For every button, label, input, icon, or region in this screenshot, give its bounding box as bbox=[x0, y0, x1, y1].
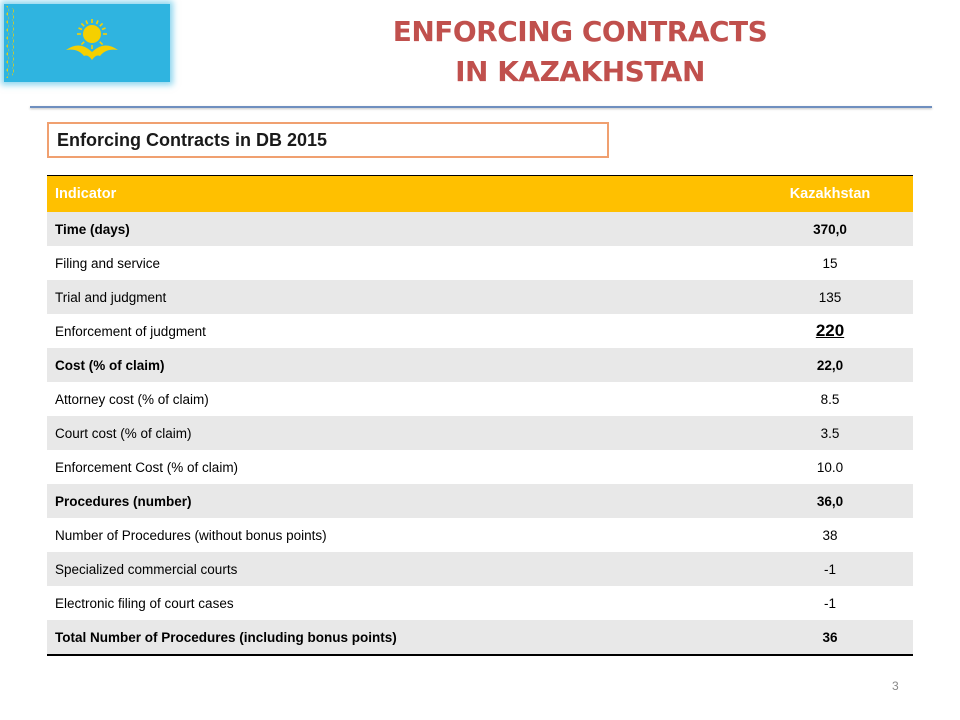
table-row: Trial and judgment 135 bbox=[47, 280, 913, 314]
value-cell: -1 bbox=[747, 552, 913, 586]
value-cell: 8.5 bbox=[820, 391, 840, 407]
value-cell: 3.5 bbox=[747, 416, 913, 450]
table-row: Procedures (number) 36,0 bbox=[47, 484, 913, 518]
highlighted-value: 220 bbox=[815, 321, 845, 340]
column-header-kazakhstan: Kazakhstan bbox=[747, 175, 913, 212]
table-header-row: Indicator Kazakhstan bbox=[47, 175, 913, 212]
value-cell: 22,0 bbox=[747, 348, 913, 382]
table-row: Cost (% of claim) 22,0 bbox=[47, 348, 913, 382]
value-cell: 370,0 bbox=[747, 212, 913, 246]
table-row: Electronic filing of court cases -1 bbox=[47, 586, 913, 620]
title-line-1: ENFORCING CONTRACTS bbox=[392, 15, 768, 48]
table-row: Total Number of Procedures (including bo… bbox=[47, 620, 913, 655]
page-title: ENFORCING CONTRACTS IN KAZAKHSTAN bbox=[300, 12, 860, 92]
indicator-cell: Time (days) bbox=[47, 212, 747, 246]
table-row: Attorney cost (% of claim) 8.5 bbox=[47, 382, 913, 416]
table-row: Enforcement of judgment 220 bbox=[47, 314, 913, 348]
sun-eagle-emblem bbox=[66, 19, 118, 60]
indicator-cell: Filing and service bbox=[55, 255, 161, 271]
value-cell: 15 bbox=[822, 255, 838, 271]
table-row: Filing and service 15 bbox=[47, 246, 913, 280]
section-subtitle: Enforcing Contracts in DB 2015 bbox=[47, 122, 609, 158]
title-line-2: IN KAZAKHSTAN bbox=[455, 55, 705, 88]
indicator-cell: Court cost (% of claim) bbox=[47, 416, 747, 450]
indicator-table: Indicator Kazakhstan Time (days) 370,0 F… bbox=[47, 175, 913, 656]
value-cell: 135 bbox=[747, 280, 913, 314]
value-cell: 10.0 bbox=[816, 459, 844, 475]
indicator-cell: Total Number of Procedures (including bo… bbox=[47, 620, 747, 655]
flag-ornament bbox=[6, 6, 14, 78]
indicator-cell: Specialized commercial courts bbox=[47, 552, 747, 586]
title-divider bbox=[30, 106, 932, 108]
kazakhstan-flag-icon bbox=[4, 4, 170, 82]
indicator-cell: Enforcement Cost (% of claim) bbox=[55, 459, 239, 475]
indicator-cell: Enforcement of judgment bbox=[55, 323, 206, 339]
table-row: Court cost (% of claim) 3.5 bbox=[47, 416, 913, 450]
value-cell: 36,0 bbox=[747, 484, 913, 518]
indicator-cell: Procedures (number) bbox=[47, 484, 747, 518]
indicator-cell: Cost (% of claim) bbox=[47, 348, 747, 382]
indicator-cell: Electronic filing of court cases bbox=[55, 595, 234, 611]
table-row: Time (days) 370,0 bbox=[47, 212, 913, 246]
indicator-cell: Number of Procedures (without bonus poin… bbox=[55, 527, 327, 543]
table-row: Enforcement Cost (% of claim) 10.0 bbox=[47, 450, 913, 484]
table-row: Specialized commercial courts -1 bbox=[47, 552, 913, 586]
value-cell: 220 bbox=[747, 314, 913, 348]
page-number: 3 bbox=[892, 679, 899, 693]
indicator-cell: Trial and judgment bbox=[47, 280, 747, 314]
value-cell: -1 bbox=[823, 595, 836, 611]
indicator-cell: Attorney cost (% of claim) bbox=[55, 391, 209, 407]
value-cell: 38 bbox=[822, 527, 838, 543]
column-header-indicator: Indicator bbox=[47, 175, 747, 212]
value-cell: 36 bbox=[747, 620, 913, 655]
table-row: Number of Procedures (without bonus poin… bbox=[47, 518, 913, 552]
